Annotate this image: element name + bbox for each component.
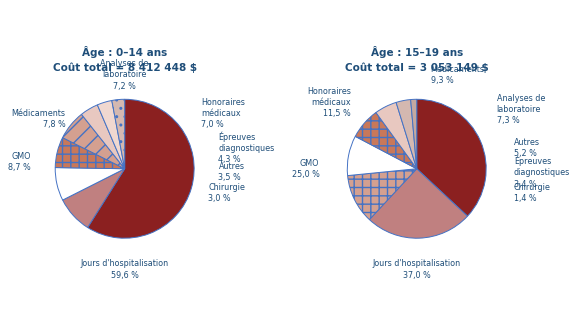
Wedge shape	[55, 138, 124, 169]
Wedge shape	[87, 99, 194, 238]
Text: Épreuves
diagnostiques
4,3 %: Épreuves diagnostiques 4,3 %	[218, 132, 274, 164]
Text: Honoraires
médicaux
7,0 %: Honoraires médicaux 7,0 %	[201, 97, 245, 129]
Wedge shape	[97, 100, 124, 169]
Title: Âge : 0–14 ans
Coût total = 8 412 448 $: Âge : 0–14 ans Coût total = 8 412 448 $	[53, 46, 197, 73]
Text: Autres
5,2 %: Autres 5,2 %	[514, 138, 540, 158]
Text: Chirurgie
3,0 %: Chirurgie 3,0 %	[208, 183, 245, 203]
Text: Médicaments
7,8 %: Médicaments 7,8 %	[12, 109, 65, 129]
Wedge shape	[396, 100, 417, 169]
Wedge shape	[82, 105, 124, 169]
Wedge shape	[347, 136, 417, 175]
Text: Analyses de
laboratoire
7,2 %: Analyses de laboratoire 7,2 %	[101, 59, 149, 91]
Title: Âge : 15–19 ans
Coût total = 3 053 149 $: Âge : 15–19 ans Coût total = 3 053 149 $	[345, 46, 489, 73]
Wedge shape	[63, 114, 124, 169]
Wedge shape	[347, 169, 417, 219]
Wedge shape	[356, 113, 417, 169]
Text: Épreuves
diagnostiques
3,4 %: Épreuves diagnostiques 3,4 %	[514, 156, 570, 189]
Text: Jours d'hospitalisation
59,6 %: Jours d'hospitalisation 59,6 %	[80, 259, 168, 279]
Wedge shape	[417, 99, 486, 216]
Text: GMO
8,7 %: GMO 8,7 %	[8, 152, 31, 172]
Wedge shape	[55, 168, 124, 200]
Text: Analyses de
laboratoire
7,3 %: Analyses de laboratoire 7,3 %	[497, 94, 545, 125]
Text: GMO
25,0 %: GMO 25,0 %	[292, 159, 320, 179]
Wedge shape	[63, 169, 124, 228]
Text: Chirurgie
1,4 %: Chirurgie 1,4 %	[514, 183, 551, 203]
Text: Médicaments
9,3 %: Médicaments 9,3 %	[431, 65, 485, 85]
Wedge shape	[376, 102, 417, 169]
Wedge shape	[112, 99, 124, 169]
Text: Jours d'hospitalisation
37,0 %: Jours d'hospitalisation 37,0 %	[373, 259, 461, 279]
Wedge shape	[411, 99, 417, 169]
Wedge shape	[369, 169, 467, 238]
Text: Honoraires
médicaux
11,5 %: Honoraires médicaux 11,5 %	[307, 87, 351, 118]
Text: Autres
3,5 %: Autres 3,5 %	[218, 162, 244, 182]
